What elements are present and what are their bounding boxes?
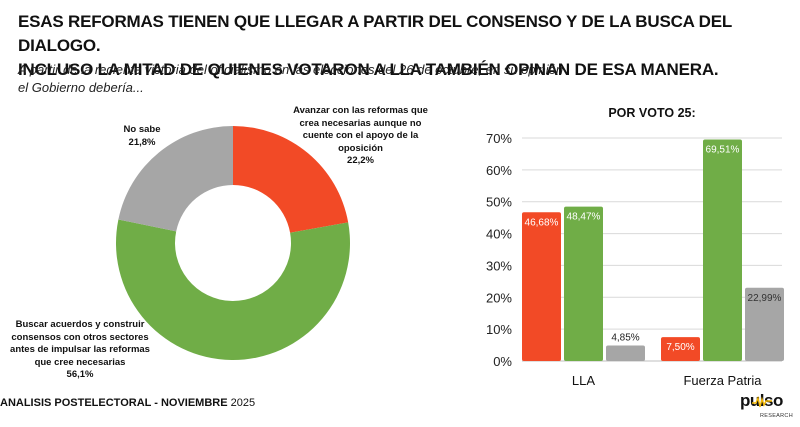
bar-data-label: 48,47% xyxy=(567,212,601,223)
label-line: cuente con el apoyo de la xyxy=(302,130,419,141)
label-line: No sabe xyxy=(123,124,161,135)
y-tick-label: 70% xyxy=(486,131,512,146)
bar-fuerza-patria-0 xyxy=(661,337,700,361)
question-text: A partir de la reciente victoria del ofi… xyxy=(18,61,563,97)
y-tick-label: 40% xyxy=(486,227,512,242)
label-value: 21,8% xyxy=(128,136,156,148)
y-tick-label: 20% xyxy=(486,290,512,305)
label-line: Buscar acuerdos y construir xyxy=(15,319,145,330)
bar-lla-0 xyxy=(522,212,561,361)
y-tick-label: 60% xyxy=(486,163,512,178)
pulso-research-logo: pulso RESEARCH xyxy=(740,391,800,423)
footer-year: 2025 xyxy=(227,397,256,409)
bar-data-label: 46,68% xyxy=(525,217,559,228)
label-line: crea necesarias aunque no xyxy=(299,117,422,129)
y-tick-label: 50% xyxy=(486,195,512,210)
bar-data-label: 4,85% xyxy=(611,333,639,344)
logo-wave-icon xyxy=(752,396,772,408)
label-line: consensos con otros sectores xyxy=(11,331,149,343)
logo-subtitle: RESEARCH xyxy=(760,413,793,419)
label-line: Avanzar con las reformas que xyxy=(293,105,428,116)
donut-label-no-sabe: No sabe 21,8% xyxy=(112,124,172,149)
y-tick-label: 30% xyxy=(486,258,512,273)
x-category-label: LLA xyxy=(572,373,595,388)
bar-data-label: 22,99% xyxy=(748,293,782,304)
headline: ESAS REFORMAS TIENEN QUE LLEGAR A PARTIR… xyxy=(18,10,800,82)
bar-fuerza-patria-2 xyxy=(745,287,784,361)
donut-label-avanzar: Avanzar con las reformas que crea necesa… xyxy=(283,105,438,168)
donut-label-buscar: Buscar acuerdos y construir consensos co… xyxy=(0,319,160,382)
bar-data-label: 7,50% xyxy=(666,342,694,353)
question-line-1: A partir de la reciente victoria del ofi… xyxy=(18,62,564,77)
y-tick-label: 0% xyxy=(493,354,512,369)
label-value: 56,1% xyxy=(66,369,94,380)
bar-data-label: 69,51% xyxy=(706,145,740,156)
headline-line-2: INCLUSO LA MITAD DE QUIENES VOTARON A LL… xyxy=(18,60,719,79)
x-category-label: Fuerza Patria xyxy=(683,373,762,388)
bar-fuerza-patria-1 xyxy=(703,139,742,361)
headline-line-1: ESAS REFORMAS TIENEN QUE LLEGAR A PARTIR… xyxy=(18,12,732,55)
footer-label: ANALISIS POSTELECTORAL - NOVIEMBRE xyxy=(0,397,228,409)
question-line-2: el Gobierno debería... xyxy=(18,80,144,95)
bar-lla-2 xyxy=(606,345,645,361)
bar-chart-title: POR VOTO 25: xyxy=(608,106,695,120)
y-tick-label: 10% xyxy=(486,322,512,337)
label-line: oposición xyxy=(338,142,383,154)
bar-lla-1 xyxy=(564,206,603,361)
label-value: 22,2% xyxy=(347,155,374,166)
footer-caption: ANALISIS POSTELECTORAL - NOVIEMBRE 2025 xyxy=(0,397,255,409)
label-line: que cree necesarias xyxy=(34,356,126,368)
label-line: antes de impulsar las reformas xyxy=(10,344,150,355)
